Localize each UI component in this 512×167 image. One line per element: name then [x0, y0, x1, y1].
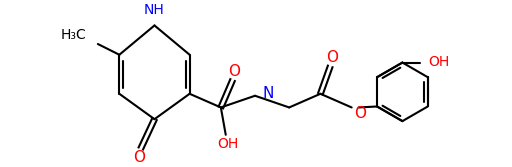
Text: O: O — [228, 64, 241, 79]
Text: O: O — [133, 150, 145, 165]
Text: NH: NH — [144, 3, 165, 17]
Text: H₃C: H₃C — [60, 28, 86, 42]
Text: O: O — [355, 106, 367, 121]
Text: O: O — [326, 50, 338, 65]
Text: OH: OH — [428, 55, 449, 69]
Text: OH: OH — [217, 137, 238, 151]
Text: N: N — [263, 86, 274, 101]
